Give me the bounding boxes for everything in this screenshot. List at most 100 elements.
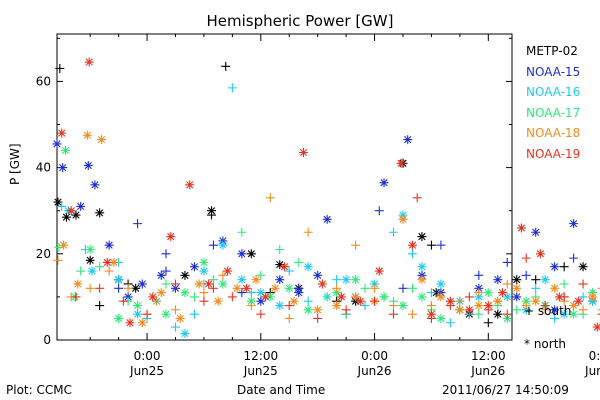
south-point <box>227 83 237 93</box>
north-point <box>180 288 190 298</box>
south-point <box>133 219 143 229</box>
north-point <box>578 262 588 272</box>
south-point <box>246 301 256 311</box>
south-point <box>483 318 493 328</box>
x-axis-label: Date and Time <box>237 383 326 397</box>
south-point <box>550 313 560 323</box>
north-point <box>355 296 365 306</box>
north-point <box>251 275 261 285</box>
north-point <box>73 279 83 289</box>
south-point <box>559 262 569 272</box>
north-point <box>180 329 190 339</box>
south-point <box>502 309 512 319</box>
south-point <box>426 288 436 298</box>
south-point <box>569 253 579 263</box>
marker-key-north-label: north <box>533 337 567 351</box>
south-point <box>322 292 332 302</box>
south-point <box>218 270 228 280</box>
south-point <box>540 301 550 311</box>
north-point <box>313 270 323 280</box>
north-point <box>242 283 252 293</box>
north-point <box>76 201 86 211</box>
north-point <box>280 262 289 272</box>
north-point <box>204 279 214 289</box>
south-point <box>597 309 600 311</box>
chart-title: Hemispheric Power [GW] <box>206 12 394 30</box>
north-point <box>185 180 195 190</box>
north-point <box>436 279 446 289</box>
plot-frame <box>56 33 513 341</box>
timestamp: 2011/06/27 14:50:09 <box>442 383 569 397</box>
south-point <box>398 283 408 293</box>
north-point <box>535 249 545 259</box>
north-point <box>53 197 63 207</box>
legend-item-noaa-18: NOAA-18 <box>526 126 581 141</box>
south-point <box>170 322 180 332</box>
south-point <box>436 240 446 250</box>
south-point <box>455 296 465 306</box>
south-point <box>407 249 417 259</box>
north-point <box>246 249 256 259</box>
south-point <box>474 270 484 280</box>
north-point <box>270 283 280 293</box>
north-point <box>303 262 313 272</box>
north-point <box>516 223 526 233</box>
south-point <box>246 288 256 298</box>
north-point <box>493 309 503 319</box>
south-point <box>57 201 67 211</box>
south-point <box>199 288 209 298</box>
north-point <box>223 266 233 276</box>
asterisk-marker-icon: * <box>524 337 530 351</box>
south-point <box>275 244 285 254</box>
south-point <box>332 283 342 293</box>
north-point <box>125 318 135 328</box>
south-point <box>426 301 436 311</box>
north-point <box>237 275 247 285</box>
north-point <box>483 301 493 311</box>
south-point <box>142 309 152 319</box>
north-point <box>58 163 68 173</box>
south-point <box>303 227 313 237</box>
south-point <box>237 288 247 298</box>
legend-item-noaa-15: NOAA-15 <box>526 64 581 79</box>
north-point <box>498 288 508 298</box>
south-point <box>221 61 231 71</box>
south-point <box>374 206 384 216</box>
south-point <box>104 266 114 276</box>
north-point <box>199 266 209 276</box>
north-point <box>97 135 107 145</box>
north-point <box>71 210 81 220</box>
y-tick-label: 20 <box>36 247 51 261</box>
north-point <box>322 214 332 224</box>
legend-item-noaa-19: NOAA-19 <box>526 146 581 161</box>
south-point <box>464 292 474 302</box>
north-point <box>436 292 446 302</box>
north-point <box>426 309 436 319</box>
south-point <box>256 309 266 319</box>
north-point <box>161 309 171 319</box>
south-point <box>303 296 313 306</box>
north-point <box>569 301 579 311</box>
north-point <box>403 135 413 145</box>
south-point <box>578 279 588 289</box>
north-point <box>61 145 71 155</box>
marker-key-south: + south <box>524 295 571 328</box>
south-point <box>531 283 541 293</box>
north-point <box>398 214 408 224</box>
north-point <box>275 301 285 311</box>
north-point <box>156 288 166 298</box>
data-points <box>52 57 600 339</box>
south-point <box>71 292 81 302</box>
north-point <box>417 232 427 242</box>
north-point <box>332 301 342 311</box>
north-point <box>189 262 199 272</box>
north-point <box>199 257 209 267</box>
north-point <box>374 266 384 276</box>
south-point <box>95 301 105 311</box>
north-point <box>148 292 158 302</box>
south-point <box>426 240 436 250</box>
south-point <box>161 249 171 259</box>
north-point <box>512 275 522 285</box>
south-point <box>407 283 417 293</box>
